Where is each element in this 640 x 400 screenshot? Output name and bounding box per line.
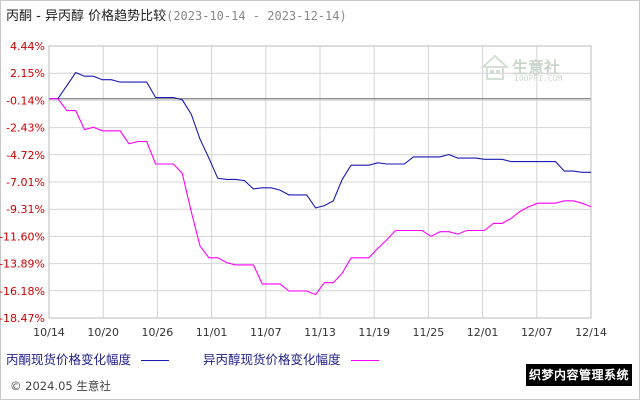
- series-line-acetone: [49, 71, 591, 209]
- watermark-brand: 生意社: [512, 58, 561, 77]
- y-tick-label: 2.15%: [10, 67, 45, 80]
- chart-date-range: (2023-10-14 - 2023-12-14): [166, 9, 347, 23]
- series: [49, 71, 592, 296]
- legend-item-ipa: 异丙醇现货价格变化幅度: [203, 349, 379, 368]
- legend-label-ipa: 异丙醇现货价格变化幅度: [203, 352, 341, 367]
- y-tick-label: 4.44%: [10, 40, 45, 53]
- legend-swatch-acetone: [141, 360, 170, 361]
- x-tick-label: 11/19: [358, 326, 390, 339]
- y-tick-label: -4.72%: [6, 149, 45, 162]
- x-tick-label: 10/26: [142, 326, 174, 339]
- chart-title: 丙酮 - 异丙醇 价格趋势比较(2023-10-14 - 2023-12-14): [6, 5, 347, 24]
- x-tick-label: 11/07: [250, 326, 282, 339]
- watermark-site: 100PPI.COM: [514, 74, 563, 83]
- x-tick-label: 11/13: [304, 326, 336, 339]
- y-tick-label: -13.89%: [0, 258, 45, 271]
- legend-label-acetone: 丙酮现货价格变化幅度: [6, 352, 132, 367]
- x-tick-label: 12/01: [467, 326, 499, 339]
- series-line-ipa: [49, 98, 592, 296]
- chart-title-text: 丙酮 - 异丙醇 价格趋势比较: [6, 9, 167, 24]
- plot-area-border: [48, 45, 592, 319]
- legend-item-acetone: 丙酮现货价格变化幅度: [6, 349, 170, 368]
- x-tick-label: 10/20: [87, 326, 119, 339]
- footer-copyright: © 2024.05 生意社: [10, 379, 111, 393]
- x-tick-label: 11/01: [196, 326, 228, 339]
- x-tick-label: 12/14: [575, 326, 607, 339]
- y-tick-label: -11.60%: [0, 230, 45, 243]
- y-tick-label: -16.18%: [0, 285, 45, 298]
- legend: 丙酮现货价格变化幅度 异丙醇现货价格变化幅度: [6, 349, 409, 368]
- x-axis-ticks: 10/14 10/20 10/26 11/01 11/07 11/13 11/19 11/25…: [33, 326, 607, 339]
- legend-swatch-ipa: [350, 360, 379, 361]
- grid: [48, 45, 592, 319]
- y-axis-ticks: 4.44% 2.15% -0.14% -2.43% -4.72% -7.01% -9.31%…: [0, 40, 45, 325]
- y-tick-label: -9.31%: [6, 203, 45, 216]
- x-tick-label: 11/25: [413, 326, 445, 339]
- x-tick-label: 10/14: [33, 326, 65, 339]
- y-tick-label: -2.43%: [6, 122, 45, 135]
- y-tick-label: -18.47%: [0, 312, 45, 325]
- y-tick-label: -0.14%: [6, 94, 45, 107]
- x-tick-label: 12/07: [521, 326, 553, 339]
- cms-badge[interactable]: 织梦内容管理系统: [526, 364, 632, 386]
- y-tick-label: -7.01%: [6, 176, 45, 189]
